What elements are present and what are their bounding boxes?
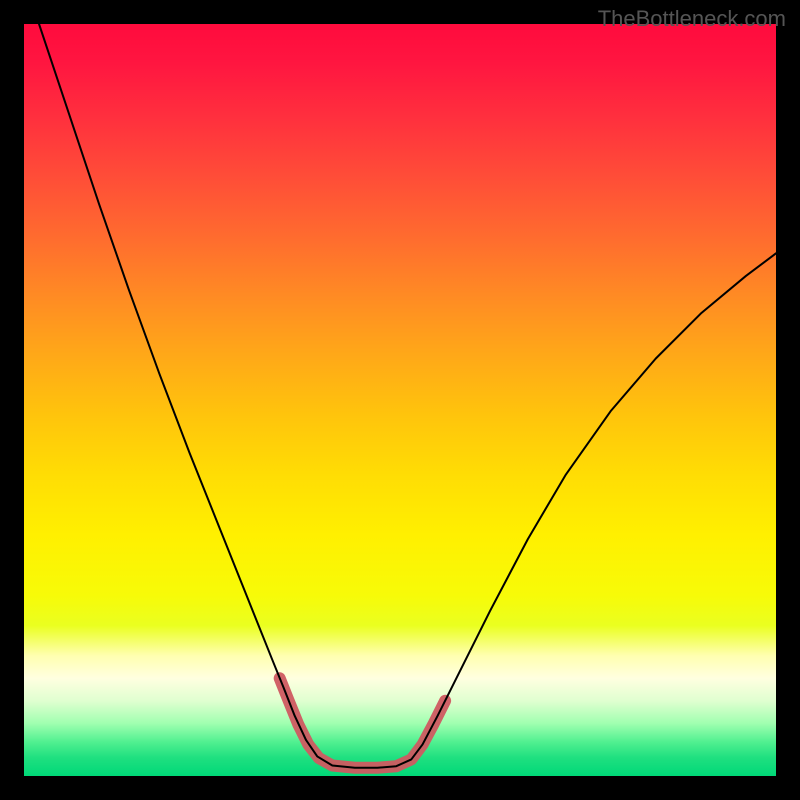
watermark-text: TheBottleneck.com — [598, 6, 786, 32]
plot-svg — [24, 24, 776, 776]
plot-background — [24, 24, 776, 776]
plot-area — [24, 24, 776, 776]
